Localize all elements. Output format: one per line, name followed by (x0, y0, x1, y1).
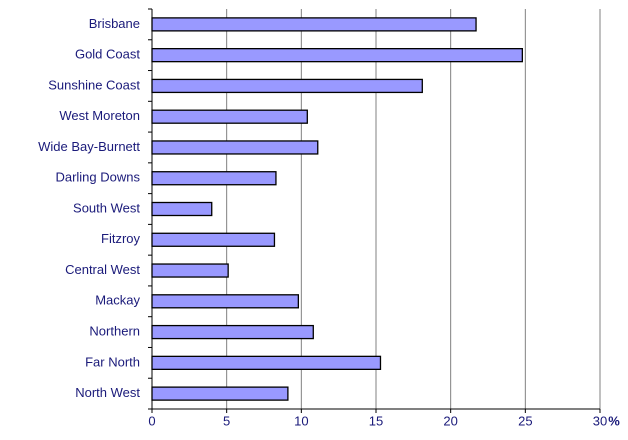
y-tick-label: North West (75, 385, 140, 400)
x-tick-label: 30 (593, 413, 607, 428)
y-tick-label: South West (73, 200, 140, 215)
bar (151, 324, 314, 340)
x-tick-label: 10 (294, 413, 308, 428)
bar (151, 171, 277, 186)
y-tick-label: Brisbane (89, 16, 140, 31)
y-tick-label: Mackay (95, 293, 140, 308)
y-tick-label: West Moreton (59, 108, 140, 123)
bar (151, 201, 213, 217)
bar (151, 355, 382, 370)
bar (151, 386, 289, 401)
y-tick-label: Gold Coast (75, 47, 140, 62)
bar (151, 140, 319, 155)
bar (151, 294, 299, 309)
x-tick-label: 0 (148, 413, 155, 428)
bar (151, 17, 477, 32)
bar (151, 78, 423, 94)
x-axis-label: % (608, 413, 620, 428)
y-tick-label: Wide Bay-Burnett (38, 139, 140, 154)
x-tick-label: 25 (518, 413, 532, 428)
y-tick-label: Darling Downs (55, 170, 140, 185)
y-tick-label: Northern (89, 324, 140, 339)
y-tick-label: Central West (65, 262, 140, 277)
x-tick-label: 5 (223, 413, 230, 428)
bar (151, 263, 229, 278)
y-tick-label: Sunshine Coast (48, 77, 140, 92)
bar (151, 232, 276, 247)
y-tick-label: Fitzroy (101, 231, 141, 246)
x-tick-label: 15 (369, 413, 383, 428)
bar (151, 48, 523, 63)
bar (151, 109, 308, 124)
x-tick-label: 20 (443, 413, 457, 428)
y-tick-label: Far North (85, 354, 140, 369)
